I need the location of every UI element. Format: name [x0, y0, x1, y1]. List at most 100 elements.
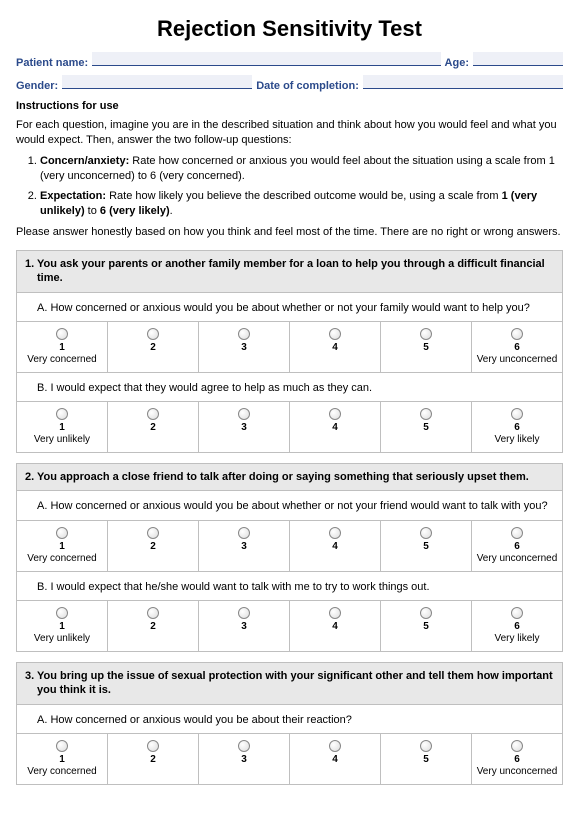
- scale-cell-3[interactable]: 3: [199, 322, 290, 372]
- radio-icon[interactable]: [56, 607, 68, 619]
- scale-number: 1: [19, 621, 105, 633]
- scale-anchor: Very likely: [474, 633, 560, 645]
- scale-cell-6[interactable]: 6Very likely: [472, 601, 562, 651]
- radio-icon[interactable]: [329, 408, 341, 420]
- scale-row: 1Very unlikely23456Very likely: [17, 402, 562, 453]
- scale-number: 6: [474, 621, 560, 633]
- scale-number: 4: [292, 342, 378, 354]
- question-block: 2. You approach a close friend to talk a…: [16, 463, 563, 652]
- scale-anchor: Very unconcerned: [474, 354, 560, 366]
- scale-cell-2[interactable]: 2: [108, 601, 199, 651]
- scale-row: 1Very concerned23456Very unconcerned: [17, 734, 562, 785]
- radio-icon[interactable]: [147, 607, 159, 619]
- scale-cell-3[interactable]: 3: [199, 402, 290, 452]
- scale-cell-5[interactable]: 5: [381, 734, 472, 784]
- radio-icon[interactable]: [238, 408, 250, 420]
- radio-icon[interactable]: [329, 328, 341, 340]
- gender-input[interactable]: [62, 75, 252, 89]
- radio-icon[interactable]: [511, 607, 523, 619]
- age-input[interactable]: [473, 52, 563, 66]
- scale-cell-2[interactable]: 2: [108, 734, 199, 784]
- patient-name-row: Patient name: Age:: [16, 52, 563, 69]
- radio-icon[interactable]: [238, 527, 250, 539]
- radio-icon[interactable]: [511, 740, 523, 752]
- scale-cell-2[interactable]: 2: [108, 402, 199, 452]
- scale-cell-1[interactable]: 1Very concerned: [17, 322, 108, 372]
- radio-icon[interactable]: [147, 740, 159, 752]
- scale-number: 3: [201, 541, 287, 553]
- scale-cell-3[interactable]: 3: [199, 521, 290, 571]
- subquestion-a: A. How concerned or anxious would you be…: [17, 293, 562, 322]
- radio-icon[interactable]: [56, 740, 68, 752]
- radio-icon[interactable]: [329, 607, 341, 619]
- scale-cell-4[interactable]: 4: [290, 402, 381, 452]
- scale-cell-4[interactable]: 4: [290, 322, 381, 372]
- scale-number: 1: [19, 422, 105, 434]
- scale-cell-4[interactable]: 4: [290, 601, 381, 651]
- scale-cell-5[interactable]: 5: [381, 322, 472, 372]
- scale-anchor: Very unlikely: [19, 434, 105, 446]
- instructions-outro: Please answer honestly based on how you …: [16, 225, 563, 240]
- scale-cell-1[interactable]: 1Very concerned: [17, 734, 108, 784]
- scale-cell-5[interactable]: 5: [381, 601, 472, 651]
- scale-number: 2: [110, 422, 196, 434]
- radio-icon[interactable]: [329, 740, 341, 752]
- scale-number: 3: [201, 621, 287, 633]
- scale-number: 3: [201, 342, 287, 354]
- radio-icon[interactable]: [147, 408, 159, 420]
- scale-cell-5[interactable]: 5: [381, 402, 472, 452]
- scale-number: 4: [292, 621, 378, 633]
- patient-name-input[interactable]: [92, 52, 440, 66]
- radio-icon[interactable]: [511, 408, 523, 420]
- radio-icon[interactable]: [238, 328, 250, 340]
- scale-number: 1: [19, 342, 105, 354]
- scale-cell-3[interactable]: 3: [199, 734, 290, 784]
- scale-cell-1[interactable]: 1Very unlikely: [17, 402, 108, 452]
- radio-icon[interactable]: [420, 328, 432, 340]
- scale-anchor: Very unconcerned: [474, 553, 560, 565]
- scale-cell-6[interactable]: 6Very unconcerned: [472, 521, 562, 571]
- date-input[interactable]: [363, 75, 563, 89]
- scale-number: 2: [110, 754, 196, 766]
- radio-icon[interactable]: [420, 740, 432, 752]
- instruction-item-2: Expectation: Rate how likely you believe…: [40, 189, 563, 219]
- scale-cell-4[interactable]: 4: [290, 521, 381, 571]
- radio-icon[interactable]: [56, 527, 68, 539]
- scale-cell-6[interactable]: 6Very unconcerned: [472, 734, 562, 784]
- subquestion-a: A. How concerned or anxious would you be…: [17, 705, 562, 734]
- scale-cell-2[interactable]: 2: [108, 322, 199, 372]
- radio-icon[interactable]: [147, 328, 159, 340]
- scale-cell-4[interactable]: 4: [290, 734, 381, 784]
- scale-cell-5[interactable]: 5: [381, 521, 472, 571]
- radio-icon[interactable]: [511, 328, 523, 340]
- scale-cell-1[interactable]: 1Very unlikely: [17, 601, 108, 651]
- scale-row: 1Very concerned23456Very unconcerned: [17, 322, 562, 373]
- radio-icon[interactable]: [329, 527, 341, 539]
- scale-cell-1[interactable]: 1Very concerned: [17, 521, 108, 571]
- scale-number: 3: [201, 422, 287, 434]
- radio-icon[interactable]: [511, 527, 523, 539]
- scale-cell-6[interactable]: 6Very unconcerned: [472, 322, 562, 372]
- radio-icon[interactable]: [56, 408, 68, 420]
- date-label: Date of completion:: [256, 80, 359, 92]
- scale-cell-3[interactable]: 3: [199, 601, 290, 651]
- radio-icon[interactable]: [420, 408, 432, 420]
- question-block: 1. You ask your parents or another famil…: [16, 250, 563, 453]
- scale-row: 1Very concerned23456Very unconcerned: [17, 521, 562, 572]
- radio-icon[interactable]: [420, 607, 432, 619]
- scale-number: 4: [292, 541, 378, 553]
- radio-icon[interactable]: [56, 328, 68, 340]
- radio-icon[interactable]: [238, 607, 250, 619]
- instructions-list: Concern/anxiety: Rate how concerned or a…: [16, 154, 563, 219]
- instructions-heading: Instructions for use: [16, 100, 563, 112]
- scale-number: 1: [19, 541, 105, 553]
- scale-number: 2: [110, 342, 196, 354]
- radio-icon[interactable]: [238, 740, 250, 752]
- scale-cell-6[interactable]: 6Very likely: [472, 402, 562, 452]
- page-title: Rejection Sensitivity Test: [16, 16, 563, 42]
- radio-icon[interactable]: [147, 527, 159, 539]
- scale-number: 5: [383, 754, 469, 766]
- question-heading: 1. You ask your parents or another famil…: [17, 251, 562, 293]
- scale-cell-2[interactable]: 2: [108, 521, 199, 571]
- radio-icon[interactable]: [420, 527, 432, 539]
